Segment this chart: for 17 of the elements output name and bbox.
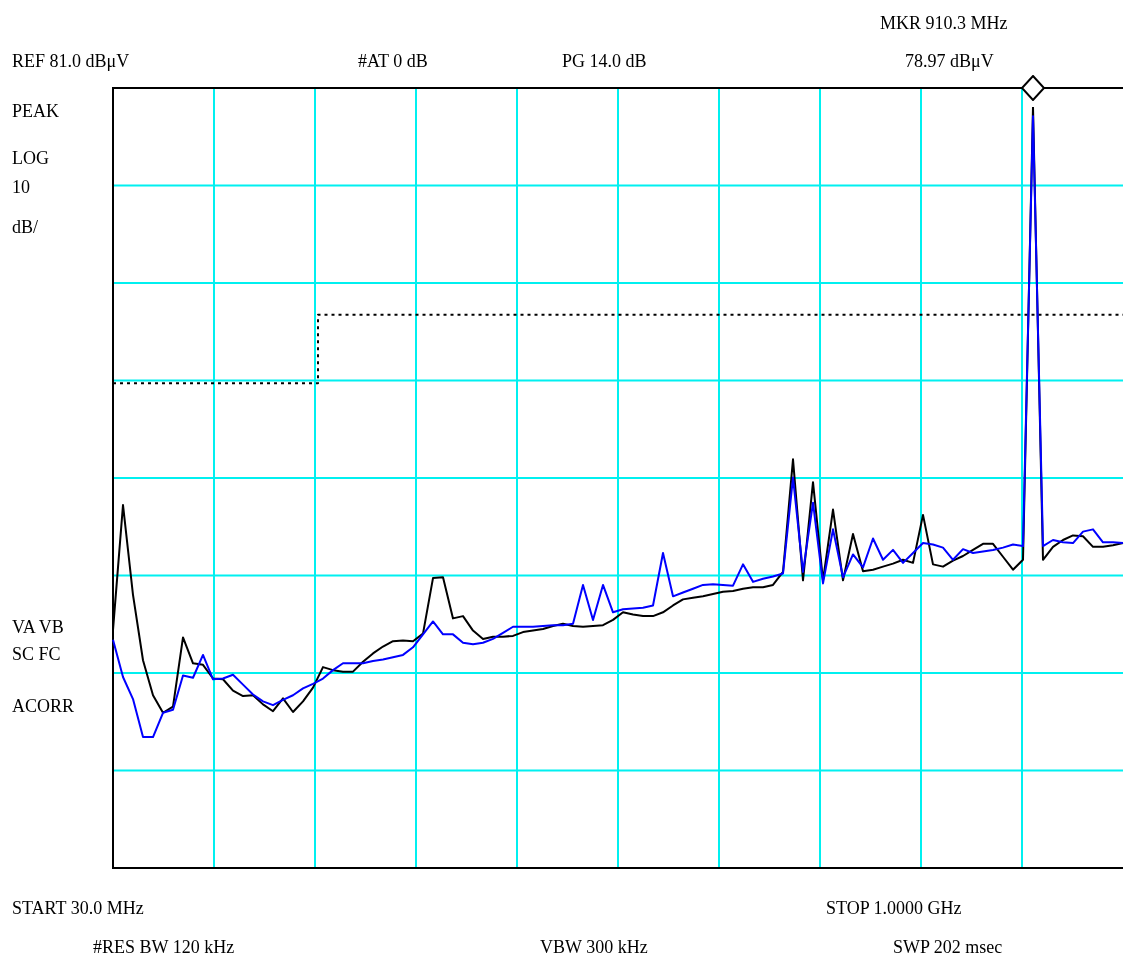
text: STOP 1.0000 GHz [826,898,962,918]
text: VBW 300 kHz [540,937,648,954]
text: REF 81.0 dBμV [12,51,130,71]
text: SC FC [12,644,61,664]
text: 78.97 dBμV [905,51,994,71]
text: #AT 0 dB [358,51,428,71]
text: PEAK [12,101,60,121]
text: 10 [12,177,30,197]
text: dB/ [12,217,39,237]
text: ACORR [12,696,75,716]
text: PG 14.0 dB [562,51,647,71]
text: MKR 910.3 MHz [880,13,1008,33]
text: START 30.0 MHz [12,898,144,918]
text: VA VB [12,617,64,637]
text: SWP 202 msec [893,937,1003,954]
text: #RES BW 120 kHz [93,937,235,954]
text: LOG [12,148,49,168]
